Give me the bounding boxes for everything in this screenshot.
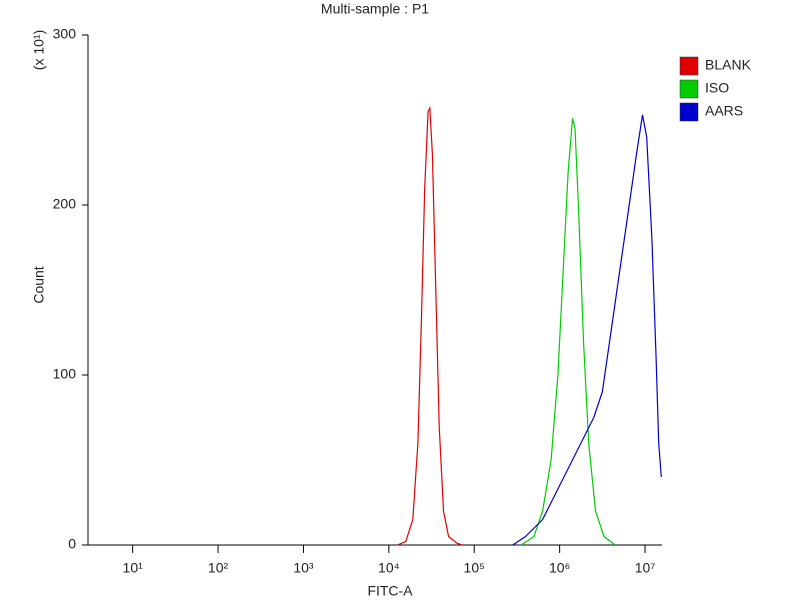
legend-swatch (679, 102, 699, 122)
x-tick-label: 10¹ (123, 560, 144, 576)
series-line (512, 114, 662, 546)
y-tick-label: 100 (53, 366, 77, 382)
x-tick-label: 10⁶ (549, 560, 570, 576)
chart-title: Multi-sample : P1 (321, 1, 429, 17)
x-tick-label: 10⁴ (378, 560, 400, 576)
legend-label: BLANK (705, 57, 752, 73)
legend-label: ISO (705, 80, 729, 96)
legend-swatch (679, 56, 699, 76)
x-tick-label: 10² (208, 560, 229, 576)
series-line (520, 118, 616, 546)
y-tick-label: 300 (53, 26, 77, 42)
series-line (397, 105, 463, 546)
y-axis-label: Count (31, 266, 47, 303)
x-tick-label: 10⁷ (635, 560, 656, 576)
x-tick-label: 10³ (293, 560, 314, 576)
legend-label: AARS (705, 103, 743, 119)
y-tick-label: 200 (53, 196, 77, 212)
y-unit-label: (x 10¹) (31, 30, 47, 70)
legend-swatch (679, 79, 699, 99)
x-axis-label: FITC-A (367, 583, 413, 599)
y-tick-label: 0 (68, 536, 76, 552)
x-tick-label: 10⁵ (464, 560, 485, 576)
